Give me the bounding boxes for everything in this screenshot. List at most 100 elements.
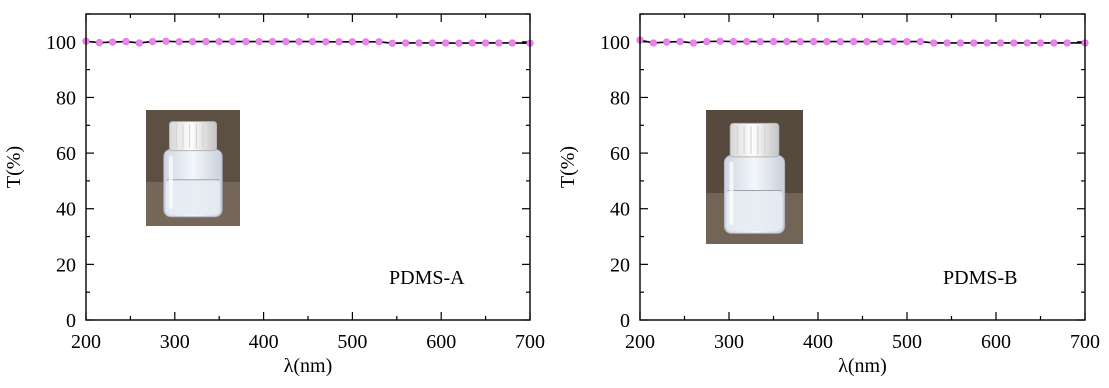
data-point — [202, 37, 210, 46]
data-point — [242, 37, 250, 46]
vial-liquid — [165, 179, 221, 215]
vial-cap — [169, 121, 217, 152]
data-point — [442, 39, 450, 47]
data-point — [849, 37, 858, 46]
plot-frame — [85, 13, 531, 321]
data-point — [428, 39, 436, 47]
panel-label: PDMS-B — [943, 267, 1017, 289]
x-tick-label: 600 — [981, 331, 1011, 353]
x-tick-label: 300 — [714, 331, 744, 353]
series-line — [85, 40, 531, 45]
data-point — [455, 39, 463, 47]
data-point — [689, 39, 698, 47]
data-point — [956, 39, 965, 47]
data-point — [255, 37, 263, 46]
data-point — [468, 39, 476, 47]
y-tick-label: 20 — [610, 254, 630, 276]
data-point — [375, 38, 383, 46]
x-tick-label: 400 — [249, 331, 279, 353]
data-point — [122, 37, 130, 46]
data-point — [348, 38, 357, 46]
data-point — [402, 39, 410, 47]
data-point — [508, 39, 516, 47]
data-point — [388, 39, 396, 47]
y-tick-label: 40 — [56, 199, 76, 221]
data-point — [903, 37, 911, 46]
data-point — [308, 37, 317, 46]
data-point — [836, 37, 844, 46]
x-tick-label: 200 — [71, 331, 101, 353]
data-point — [743, 37, 751, 46]
data-point — [649, 39, 657, 47]
y-tick-label: 100 — [46, 32, 76, 54]
data-point — [1036, 39, 1045, 47]
data-point — [188, 37, 197, 46]
x-tick-label: 500 — [337, 331, 367, 353]
data-point — [1023, 39, 1031, 47]
data-point — [983, 39, 991, 47]
y-tick-label: 80 — [56, 87, 76, 109]
data-point — [663, 38, 671, 46]
data-point — [135, 39, 143, 47]
data-point — [109, 38, 117, 46]
data-point — [676, 37, 684, 46]
data-point — [482, 39, 490, 47]
chart-panel-1: 200 300 400 500 600 700 0 20 40 60 80 100 λ(nm) T(%) P… — [3, 13, 545, 377]
data-point — [756, 37, 764, 46]
y-tick-label: 60 — [56, 143, 76, 165]
data-point — [890, 37, 898, 46]
x-axis-title: λ(nm) — [838, 355, 887, 377]
series-line — [639, 39, 1085, 44]
y-tick-label: 0 — [620, 310, 630, 332]
vial-highlight — [729, 161, 734, 226]
data-point — [729, 37, 738, 46]
data-point — [149, 37, 157, 46]
data-point — [796, 37, 804, 46]
vial-cap — [729, 122, 780, 158]
data-point — [282, 37, 290, 46]
vial-liquid — [726, 190, 783, 231]
data-point — [863, 37, 871, 46]
x-tick-label: 700 — [515, 331, 545, 353]
data-point — [295, 37, 303, 46]
data-point — [95, 39, 103, 47]
data-point — [1050, 39, 1058, 47]
data-point — [916, 37, 924, 46]
data-point — [783, 37, 791, 46]
x-tick-label: 700 — [1070, 331, 1100, 353]
data-point — [703, 37, 711, 46]
panel-label: PDMS-A — [389, 267, 465, 289]
vial-highlight — [168, 155, 173, 209]
x-axis-title: λ(nm) — [284, 355, 333, 377]
data-point — [335, 38, 343, 46]
y-axis-title: T(%) — [3, 146, 25, 188]
data-point — [415, 39, 423, 47]
data-point — [943, 39, 951, 47]
x-tick-label: 600 — [426, 331, 456, 353]
data-point — [495, 39, 503, 47]
x-tick-label: 200 — [625, 331, 655, 353]
data-point — [876, 37, 884, 46]
y-tick-label: 60 — [610, 143, 630, 165]
data-point — [162, 37, 170, 45]
data-point — [175, 38, 183, 46]
x-tick-label: 400 — [803, 331, 833, 353]
data-point — [362, 38, 370, 46]
chart-panel-2: 200 300 400 500 600 700 0 20 40 60 80 100 λ(nm) T(%) P… — [557, 13, 1100, 377]
data-point — [215, 37, 223, 46]
data-point — [716, 37, 724, 45]
data-point — [809, 37, 818, 46]
plot-frame — [639, 13, 1086, 321]
y-axis-title: T(%) — [557, 146, 579, 188]
y-tick-label: 80 — [610, 87, 630, 109]
y-tick-label: 0 — [66, 310, 76, 332]
y-tick-label: 100 — [600, 32, 630, 54]
data-point — [769, 37, 778, 46]
data-point — [970, 39, 978, 47]
data-point — [322, 38, 330, 46]
data-point — [823, 37, 831, 46]
data-point — [1063, 39, 1071, 47]
y-tick-label: 40 — [610, 199, 630, 221]
data-point — [996, 39, 1005, 47]
y-tick-label: 20 — [56, 254, 76, 276]
